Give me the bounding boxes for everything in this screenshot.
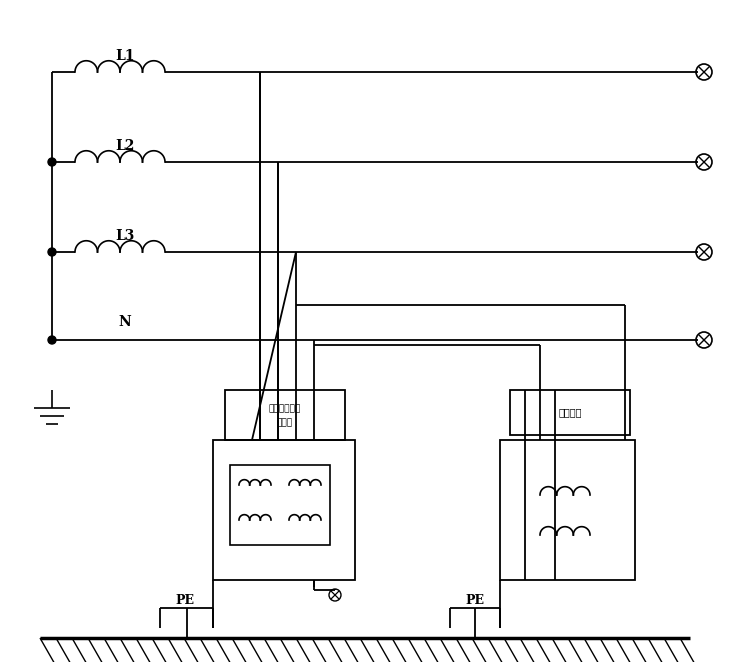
Bar xyxy=(225,390,345,440)
Bar xyxy=(500,440,635,580)
Circle shape xyxy=(48,248,56,256)
Circle shape xyxy=(48,158,56,166)
Bar xyxy=(510,390,630,435)
Text: 闸刀开关: 闸刀开关 xyxy=(558,408,582,418)
Text: 保护器: 保护器 xyxy=(277,418,293,428)
Text: L3: L3 xyxy=(115,229,135,243)
Text: PE: PE xyxy=(175,594,194,606)
Text: 四极剩余电流: 四极剩余电流 xyxy=(269,404,301,414)
Bar xyxy=(230,465,330,545)
Text: L1: L1 xyxy=(115,49,135,63)
Text: L2: L2 xyxy=(115,139,135,153)
Bar xyxy=(213,440,355,580)
Circle shape xyxy=(48,336,56,344)
Text: N: N xyxy=(118,315,132,329)
Text: PE: PE xyxy=(466,594,485,606)
